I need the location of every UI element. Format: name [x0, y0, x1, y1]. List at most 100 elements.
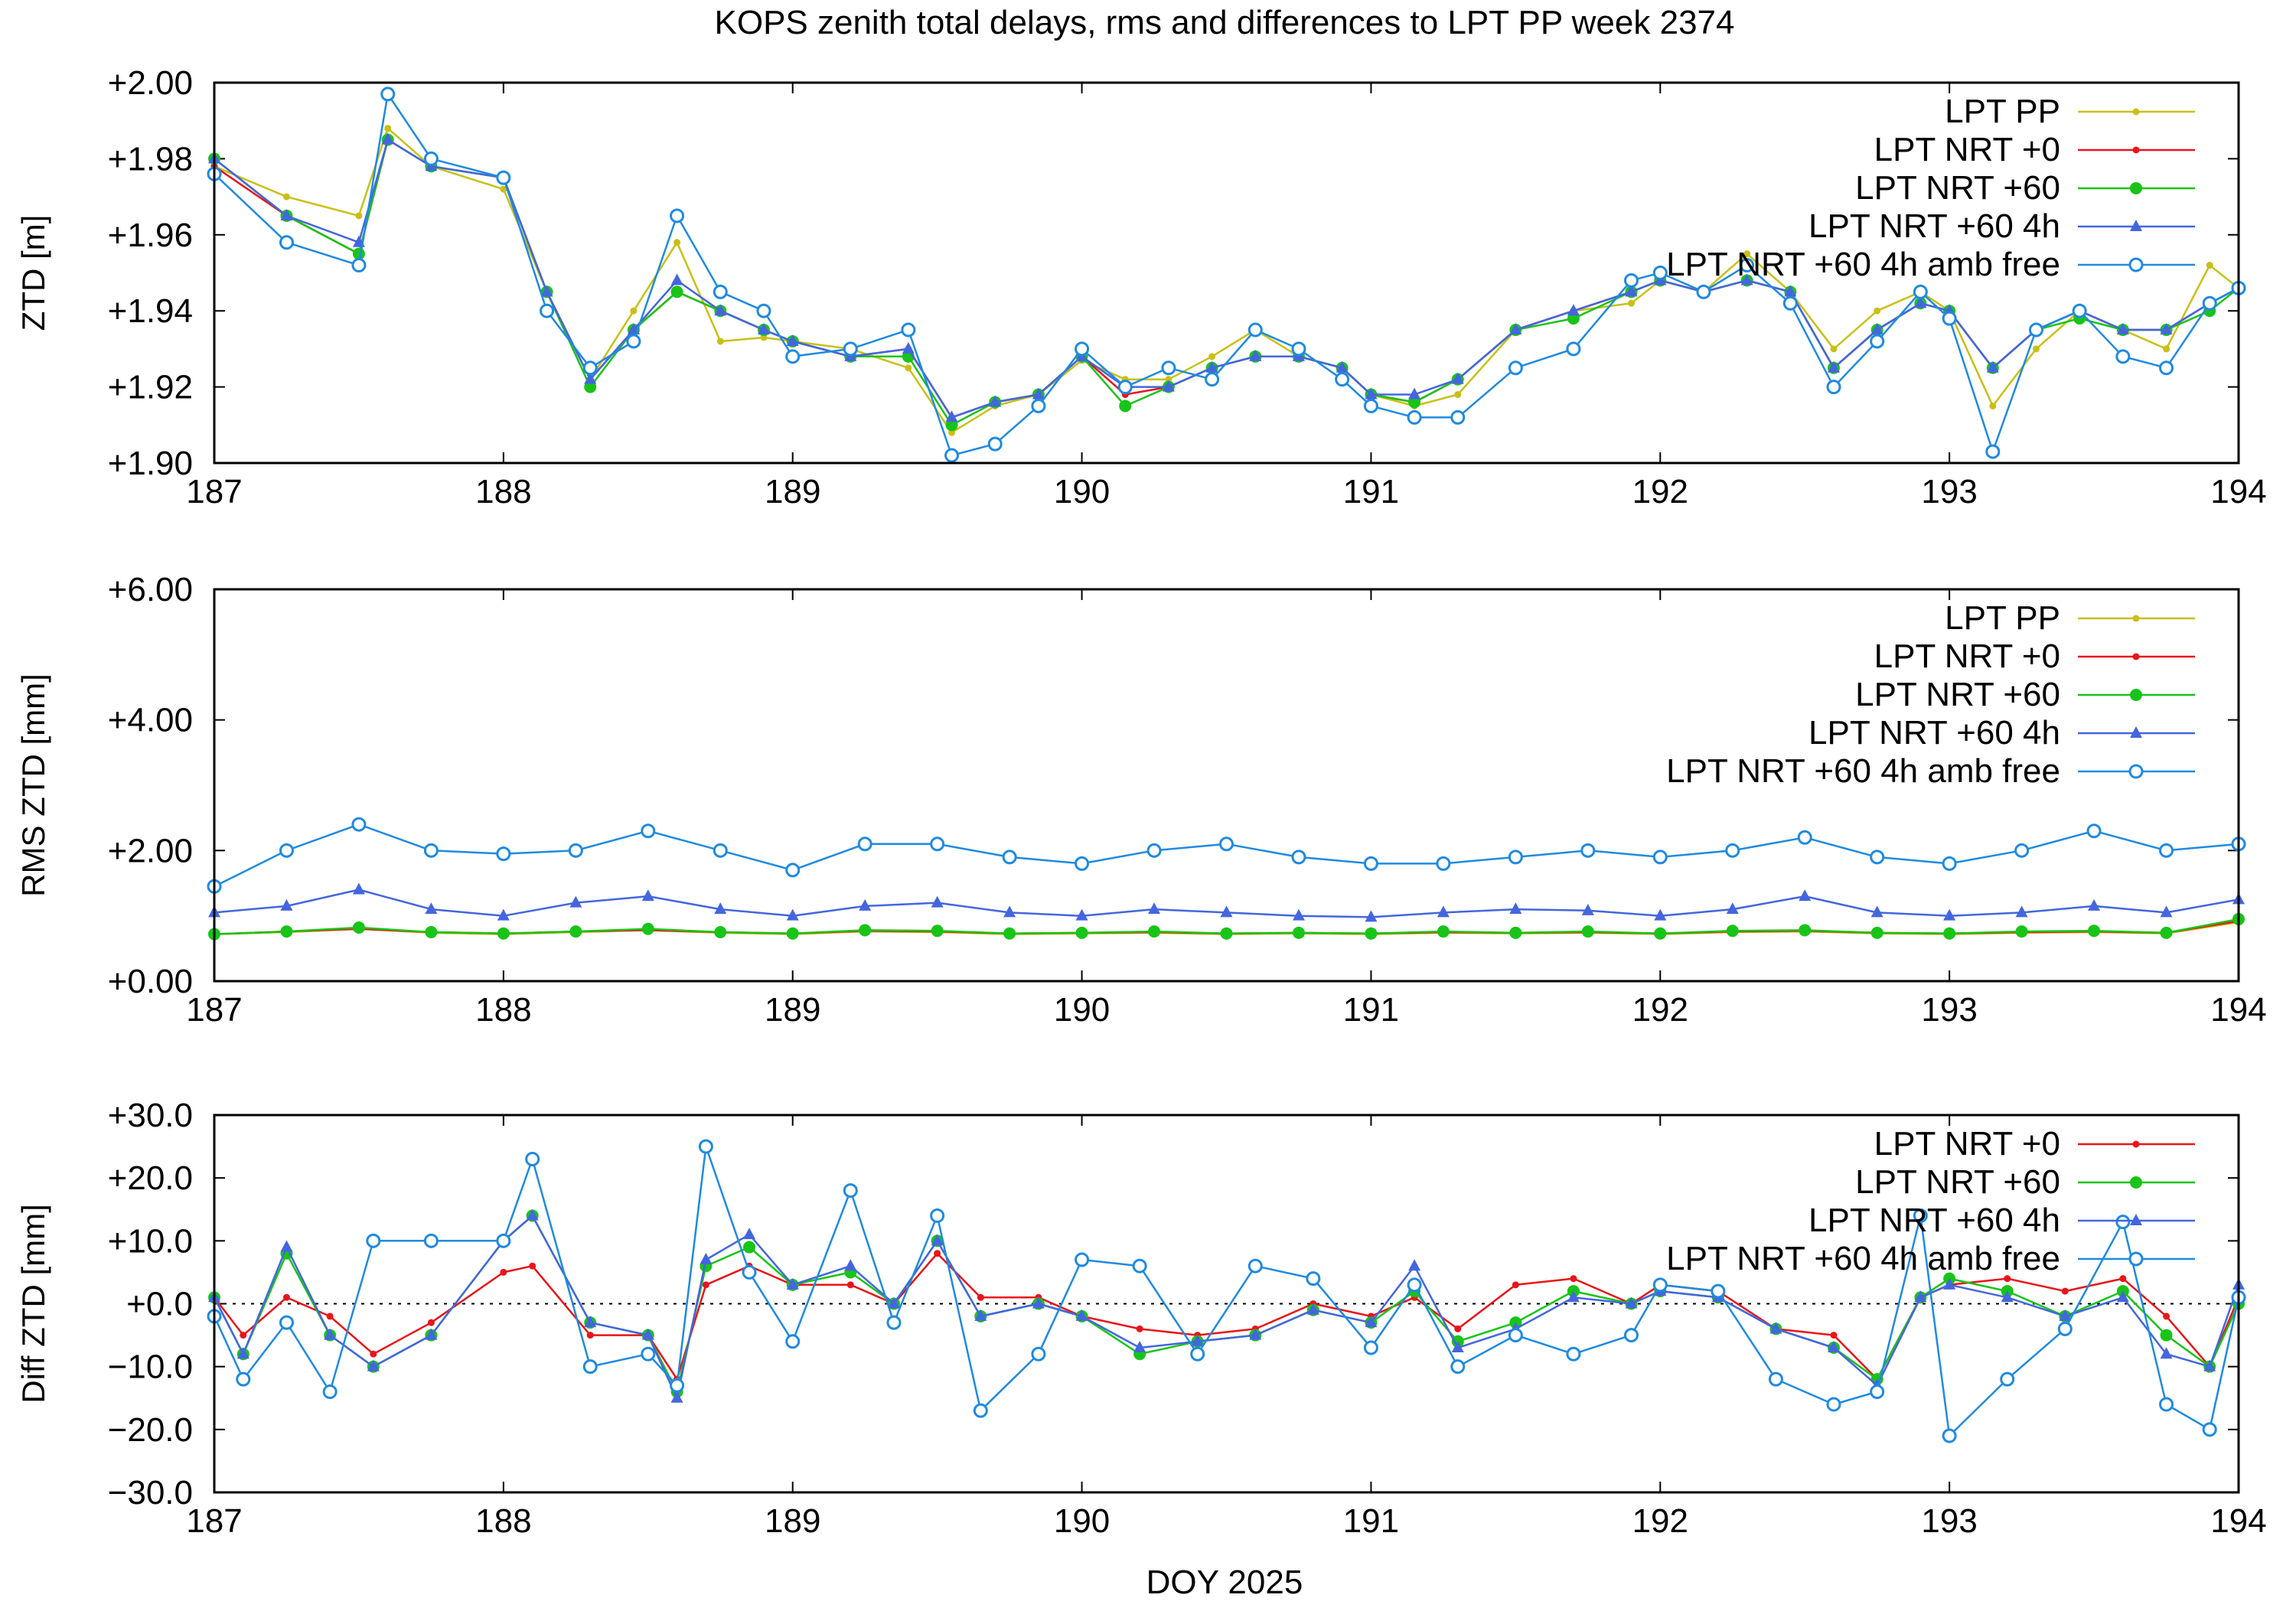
data-point	[2159, 1397, 2174, 1412]
data-point	[2088, 925, 2101, 938]
data-point	[2015, 925, 2028, 938]
data-point	[582, 1359, 598, 1375]
y-tick-label: −10.0	[108, 1348, 193, 1386]
data-point	[322, 1384, 338, 1400]
legend-swatch-marker	[2130, 689, 2142, 701]
data-point	[2057, 1321, 2073, 1336]
data-point	[973, 1403, 988, 1418]
data-point	[366, 1233, 381, 1248]
data-point	[240, 1332, 247, 1339]
data-point	[1075, 1252, 1090, 1267]
data-point	[1870, 334, 1885, 349]
data-point	[2059, 1309, 2072, 1321]
data-point	[1943, 927, 1956, 940]
data-point	[641, 922, 654, 935]
data-point	[236, 1371, 251, 1387]
series-line	[214, 93, 2239, 457]
data-point	[1119, 399, 1132, 413]
data-point	[496, 1233, 511, 1248]
data-point	[282, 1293, 290, 1301]
series-lpt-nrt-60	[208, 912, 2245, 941]
data-point	[1075, 926, 1088, 939]
legend-swatch-marker	[2132, 108, 2140, 116]
data-point	[1032, 387, 1045, 399]
data-point	[1942, 856, 1957, 871]
data-point	[2119, 1275, 2127, 1283]
data-point	[2203, 1359, 2216, 1371]
data-point	[743, 1241, 756, 1254]
data-point	[1828, 360, 1840, 373]
data-point	[351, 817, 367, 832]
legend-swatch-marker	[2130, 1176, 2142, 1189]
data-point	[1292, 908, 1305, 921]
data-point	[423, 1233, 439, 1248]
data-point	[2004, 1275, 2011, 1283]
data-point	[1581, 903, 1594, 915]
data-point	[1190, 1346, 1205, 1362]
data-point	[1782, 295, 1798, 311]
data-point	[1769, 1322, 1782, 1334]
data-point	[282, 193, 290, 201]
data-point	[370, 1350, 377, 1358]
data-point	[2202, 295, 2217, 311]
legend-label: LPT NRT +60 4h	[1808, 714, 2060, 752]
data-point	[1989, 402, 1997, 409]
data-point	[2029, 322, 2043, 338]
data-point	[280, 208, 293, 220]
data-point	[1696, 284, 1711, 299]
data-point	[844, 1259, 857, 1271]
data-point	[1407, 1277, 1422, 1293]
data-point	[786, 908, 799, 921]
data-point	[425, 902, 438, 915]
y-tick-label: +4.00	[108, 702, 193, 739]
plot-frame	[213, 1114, 2240, 1494]
data-point	[529, 1262, 536, 1270]
legend-label: LPT NRT +60	[1855, 1163, 2060, 1201]
data-point	[2160, 1347, 2173, 1359]
x-tick-label: 189	[765, 991, 820, 1029]
x-tick-label: 194	[2210, 1502, 2266, 1540]
data-point	[1146, 843, 1162, 858]
figure-title: KOPS zenith total delays, rms and differ…	[715, 4, 1735, 41]
data-point	[1784, 285, 1797, 297]
data-point	[2088, 898, 2101, 911]
data-point	[1031, 398, 1046, 413]
data-point	[716, 338, 724, 345]
legend-label: LPT NRT +60 4h amb free	[1666, 752, 2060, 790]
data-point	[2072, 303, 2087, 318]
legend-swatch-marker	[2132, 615, 2140, 622]
data-point	[786, 927, 799, 940]
data-point	[569, 895, 582, 908]
data-point	[586, 1332, 594, 1339]
y-tick-label: −30.0	[108, 1474, 193, 1512]
y-tick-label: +1.90	[108, 445, 193, 482]
data-point	[641, 889, 654, 902]
data-point	[1208, 353, 1216, 360]
data-point	[2160, 926, 2173, 939]
data-point	[1652, 850, 1668, 865]
legend-label: LPT PP	[1945, 93, 2060, 130]
data-point	[1625, 285, 1638, 297]
data-point	[1247, 322, 1263, 338]
data-point	[1454, 391, 1462, 399]
data-point	[1161, 360, 1176, 376]
data-point	[355, 212, 363, 220]
data-point	[1002, 850, 1017, 865]
data-point	[670, 273, 683, 285]
data-point	[2159, 843, 2174, 858]
data-point	[1580, 843, 1596, 858]
data-point	[1740, 258, 1755, 273]
panel-1: 187 188 189 190 191 192 193 194 +1.90 +1.92 +1.94 +…	[15, 64, 2267, 510]
y-tick-label: +2.00	[108, 64, 193, 102]
data-point	[948, 429, 956, 436]
data-point	[1162, 380, 1175, 392]
legend-swatch-marker	[2128, 257, 2144, 272]
data-point	[352, 882, 365, 895]
data-point	[279, 843, 294, 858]
data-point	[1567, 1290, 1580, 1303]
x-tick-label: 187	[186, 473, 242, 510]
data-point	[1437, 925, 1450, 938]
x-tick-label: 188	[475, 991, 531, 1029]
data-point	[2061, 1287, 2069, 1295]
